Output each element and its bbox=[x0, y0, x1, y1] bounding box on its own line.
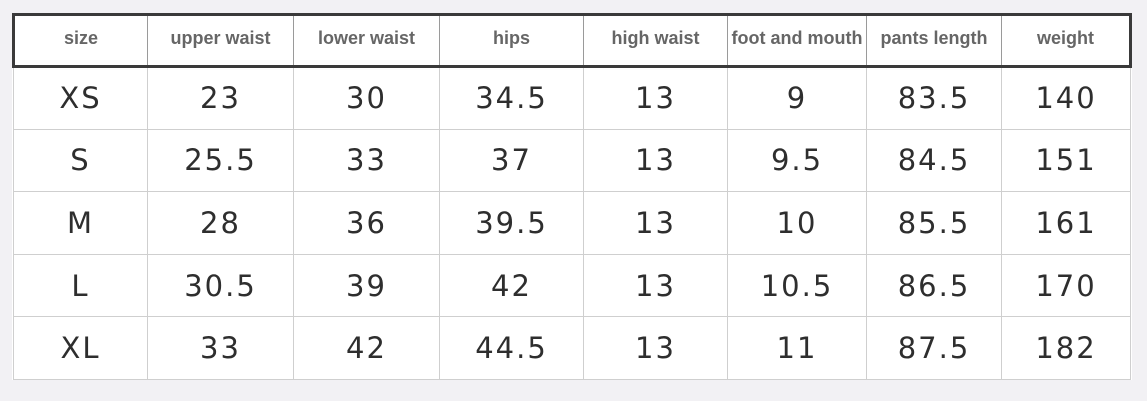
cell-foot-and-mouth: 10 bbox=[727, 191, 867, 255]
cell-high-waist: 13 bbox=[583, 128, 728, 193]
cell-hips: 44.5 bbox=[439, 316, 584, 380]
header-hips: hips bbox=[439, 13, 584, 68]
table-row: L 30.5 39 42 13 10.5 86.5 170 bbox=[13, 253, 1131, 318]
table-row: XL 33 42 44.5 13 11 87.5 182 bbox=[13, 316, 1131, 380]
table-row: XS 23 30 34.5 13 9 83.5 140 bbox=[13, 66, 1131, 130]
header-weight: weight bbox=[1001, 13, 1132, 68]
cell-upper-waist: 25.5 bbox=[147, 128, 294, 193]
cell-weight: 140 bbox=[1001, 66, 1131, 130]
cell-high-waist: 13 bbox=[583, 191, 728, 255]
cell-upper-waist: 23 bbox=[147, 66, 294, 130]
cell-upper-waist: 28 bbox=[147, 191, 294, 255]
cell-high-waist: 13 bbox=[583, 253, 728, 318]
cell-lower-waist: 36 bbox=[293, 191, 440, 255]
cell-size: S bbox=[13, 128, 148, 193]
header-row: size upper waist lower waist hips high w… bbox=[12, 13, 1132, 68]
cell-lower-waist: 39 bbox=[293, 253, 440, 318]
header-high-waist: high waist bbox=[583, 13, 728, 68]
cell-weight: 182 bbox=[1001, 316, 1131, 380]
cell-pants-length: 85.5 bbox=[866, 191, 1002, 255]
header-foot-and-mouth: foot and mouth bbox=[727, 13, 867, 68]
cell-foot-and-mouth: 9.5 bbox=[727, 128, 867, 193]
table-row: M 28 36 39.5 13 10 85.5 161 bbox=[13, 191, 1131, 255]
cell-hips: 34.5 bbox=[439, 66, 584, 130]
cell-weight: 161 bbox=[1001, 191, 1131, 255]
cell-size: L bbox=[13, 253, 148, 318]
table-row: S 25.5 33 37 13 9.5 84.5 151 bbox=[13, 128, 1131, 193]
cell-foot-and-mouth: 10.5 bbox=[727, 253, 867, 318]
cell-size: XL bbox=[13, 316, 148, 380]
header-size: size bbox=[12, 13, 148, 68]
cell-high-waist: 13 bbox=[583, 316, 728, 380]
table-header: size upper waist lower waist hips high w… bbox=[12, 13, 1132, 68]
header-lower-waist: lower waist bbox=[293, 13, 440, 68]
cell-pants-length: 83.5 bbox=[866, 66, 1002, 130]
cell-foot-and-mouth: 9 bbox=[727, 66, 867, 130]
cell-lower-waist: 33 bbox=[293, 128, 440, 193]
size-chart-table: size upper waist lower waist hips high w… bbox=[12, 13, 1132, 380]
cell-high-waist: 13 bbox=[583, 66, 728, 130]
header-pants-length: pants length bbox=[866, 13, 1002, 68]
cell-size: XS bbox=[13, 66, 148, 130]
cell-pants-length: 84.5 bbox=[866, 128, 1002, 193]
table-body: XS 23 30 34.5 13 9 83.5 140 S 25.5 33 37… bbox=[13, 66, 1131, 380]
cell-upper-waist: 30.5 bbox=[147, 253, 294, 318]
cell-lower-waist: 42 bbox=[293, 316, 440, 380]
cell-hips: 39.5 bbox=[439, 191, 584, 255]
cell-foot-and-mouth: 11 bbox=[727, 316, 867, 380]
cell-size: M bbox=[13, 191, 148, 255]
cell-pants-length: 87.5 bbox=[866, 316, 1002, 380]
cell-hips: 37 bbox=[439, 128, 584, 193]
cell-weight: 151 bbox=[1001, 128, 1131, 193]
cell-upper-waist: 33 bbox=[147, 316, 294, 380]
cell-lower-waist: 30 bbox=[293, 66, 440, 130]
cell-pants-length: 86.5 bbox=[866, 253, 1002, 318]
cell-hips: 42 bbox=[439, 253, 584, 318]
header-upper-waist: upper waist bbox=[147, 13, 294, 68]
cell-weight: 170 bbox=[1001, 253, 1131, 318]
